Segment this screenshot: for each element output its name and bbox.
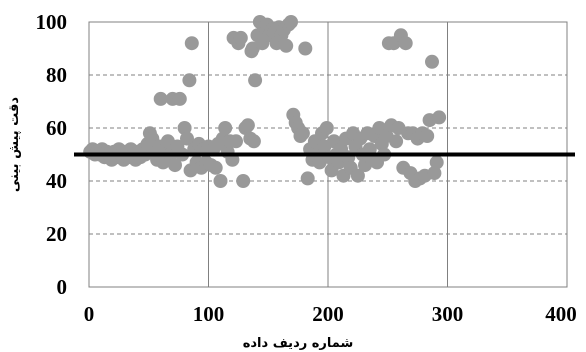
data-point-36	[168, 158, 182, 173]
data-point-38	[172, 91, 187, 106]
data-point-149	[429, 155, 444, 170]
data-point-54	[208, 160, 223, 175]
x-tick-label-200: 200	[312, 302, 344, 326]
data-point-116	[350, 168, 365, 183]
y-axis-title: دقت پیش بینی	[7, 97, 22, 193]
data-point-145	[420, 129, 435, 143]
data-point-41	[180, 131, 194, 146]
data-point-136	[398, 36, 413, 51]
x-tick-label-0: 0	[84, 302, 95, 326]
data-point-93	[295, 126, 310, 141]
data-point-63	[229, 134, 243, 149]
data-point-150	[432, 110, 447, 125]
y-tick-label-80: 80	[46, 63, 67, 87]
y-tick-label-40: 40	[46, 169, 67, 193]
x-tick-label-300: 300	[432, 302, 464, 326]
data-point-42	[182, 73, 197, 88]
data-point-88	[284, 15, 298, 29]
data-point-86	[279, 38, 294, 53]
data-point-95	[300, 171, 315, 186]
x-tick-label-100: 100	[193, 302, 225, 326]
data-point-65	[233, 30, 248, 45]
data-points	[83, 15, 447, 188]
data-point-40	[177, 121, 192, 135]
y-tick-label-100: 100	[36, 10, 68, 34]
data-point-72	[246, 134, 261, 149]
data-point-56	[213, 174, 228, 188]
data-point-103	[319, 121, 334, 135]
data-point-68	[240, 118, 255, 133]
data-point-147	[425, 54, 439, 69]
x-tick-label-400: 400	[545, 302, 577, 326]
data-point-58	[218, 121, 233, 135]
y-tick-label-20: 20	[46, 222, 67, 246]
data-point-73	[248, 73, 263, 88]
data-point-148	[427, 166, 442, 181]
y-tick-label-0: 0	[57, 275, 68, 299]
x-axis-title: شماره ردیف داده	[243, 336, 354, 351]
data-point-94	[298, 41, 313, 56]
y-tick-label-60: 60	[46, 116, 67, 140]
data-point-44	[184, 36, 199, 51]
tick-labels: 0 20 40 60 80 100 0 100 200 300 400	[36, 10, 577, 326]
data-point-66	[236, 174, 251, 188]
data-point-132	[389, 134, 404, 149]
data-point-30	[153, 91, 168, 106]
